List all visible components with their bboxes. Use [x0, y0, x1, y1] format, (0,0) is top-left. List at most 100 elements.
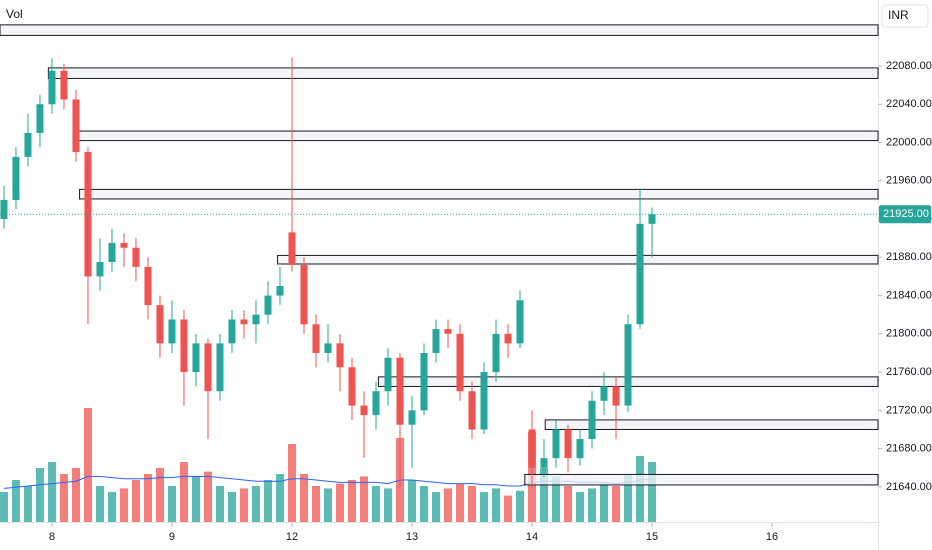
volume-title: Vol: [6, 7, 23, 21]
volume-bar: [83, 408, 92, 522]
candle-body: [216, 343, 224, 392]
volume-bar: [444, 488, 453, 522]
volume-bar: [323, 488, 332, 522]
volume-bar: [588, 488, 597, 522]
candle-body: [612, 386, 620, 406]
candle-body: [132, 247, 140, 267]
y-tick-label: 21720.00: [886, 404, 932, 416]
volume-bar: [287, 444, 296, 522]
candle-body: [540, 458, 548, 468]
y-tick-label: 21680.00: [886, 443, 932, 455]
candle-body: [576, 439, 584, 459]
candle-body: [108, 242, 116, 263]
candle-body: [24, 132, 32, 157]
candle-body: [504, 333, 512, 344]
volume-bar: [600, 483, 609, 522]
volume-bar: [456, 483, 465, 522]
volume-bar: [215, 486, 224, 522]
y-tick-label: 21840.00: [886, 289, 932, 301]
volume-bar: [0, 492, 8, 522]
volume-bar: [71, 468, 80, 522]
candle-body: [264, 295, 272, 315]
x-tick-label: 15: [646, 531, 658, 543]
volume-bar: [239, 488, 248, 522]
y-tick-label: 21960.00: [886, 175, 932, 187]
volume-bar: [576, 492, 585, 522]
x-tick-label: 8: [49, 531, 55, 543]
volume-bar: [371, 486, 380, 522]
candle-body: [288, 232, 296, 265]
candle-body: [300, 264, 308, 325]
zone: [0, 24, 879, 36]
candle-body: [0, 199, 8, 220]
volume-bar: [299, 474, 308, 522]
volume-bar: [516, 490, 525, 522]
volume-bar: [155, 468, 164, 522]
volume-bar: [167, 486, 176, 522]
candle-body: [276, 286, 284, 296]
y-tick-label: 22040.00: [886, 98, 932, 110]
x-tick-label: 12: [286, 531, 298, 543]
candle-body: [96, 262, 104, 277]
y-tick-label: 21640.00: [886, 481, 932, 493]
candle-body: [192, 343, 200, 373]
candle-body: [324, 343, 332, 353]
zone: [544, 419, 879, 430]
volume-bar: [59, 474, 68, 522]
volume-bar: [23, 486, 32, 522]
zone: [47, 67, 879, 79]
volume-bar: [540, 468, 549, 522]
volume-bar: [407, 480, 416, 522]
candle-body: [204, 343, 212, 392]
volume-bar: [11, 480, 20, 522]
volume-bar: [263, 480, 272, 522]
candle-body: [312, 324, 320, 353]
candle-body: [552, 429, 560, 459]
candle-body: [372, 391, 380, 416]
candle-body: [588, 400, 596, 440]
candle-body: [60, 70, 68, 100]
volume-bar: [359, 476, 368, 522]
candle-body: [360, 405, 368, 416]
candle-body: [180, 319, 188, 373]
candle-body: [600, 386, 608, 401]
currency: INR: [888, 8, 909, 22]
candle-body: [48, 70, 56, 105]
volume-bar: [203, 471, 212, 522]
candle-body: [252, 314, 260, 325]
volume-bar: [35, 468, 44, 522]
x-tick-label: 14: [526, 531, 538, 543]
candle-body: [624, 324, 632, 406]
candle-body: [156, 305, 164, 344]
volume-bar: [480, 492, 489, 522]
candle-body: [516, 300, 524, 344]
x-tick-label: 9: [169, 531, 175, 543]
candle-body: [408, 410, 416, 425]
y-tick-label: 21760.00: [886, 366, 932, 378]
candle-body: [444, 329, 452, 334]
candle-body: [144, 266, 152, 306]
volume-bar: [552, 476, 561, 522]
candle-body: [72, 99, 80, 153]
volume-bar: [383, 488, 392, 522]
zone: [79, 188, 879, 200]
currency-box: [881, 4, 929, 28]
candle-body: [468, 391, 476, 430]
x-tick-label: 16: [766, 531, 778, 543]
candle-body: [240, 319, 248, 325]
volume-bar: [335, 483, 344, 522]
volume-bar: [492, 488, 501, 522]
candle-body: [120, 242, 128, 248]
candle-body: [432, 329, 440, 353]
candle-body: [564, 429, 572, 459]
volume-bar: [119, 488, 128, 522]
candle-body: [168, 319, 176, 344]
volume-bar: [564, 486, 573, 522]
last-price-badge: [879, 205, 931, 224]
volume-bar: [275, 474, 284, 522]
candle-body: [420, 352, 428, 411]
candle-body: [384, 357, 392, 392]
volume-bar: [431, 492, 440, 522]
